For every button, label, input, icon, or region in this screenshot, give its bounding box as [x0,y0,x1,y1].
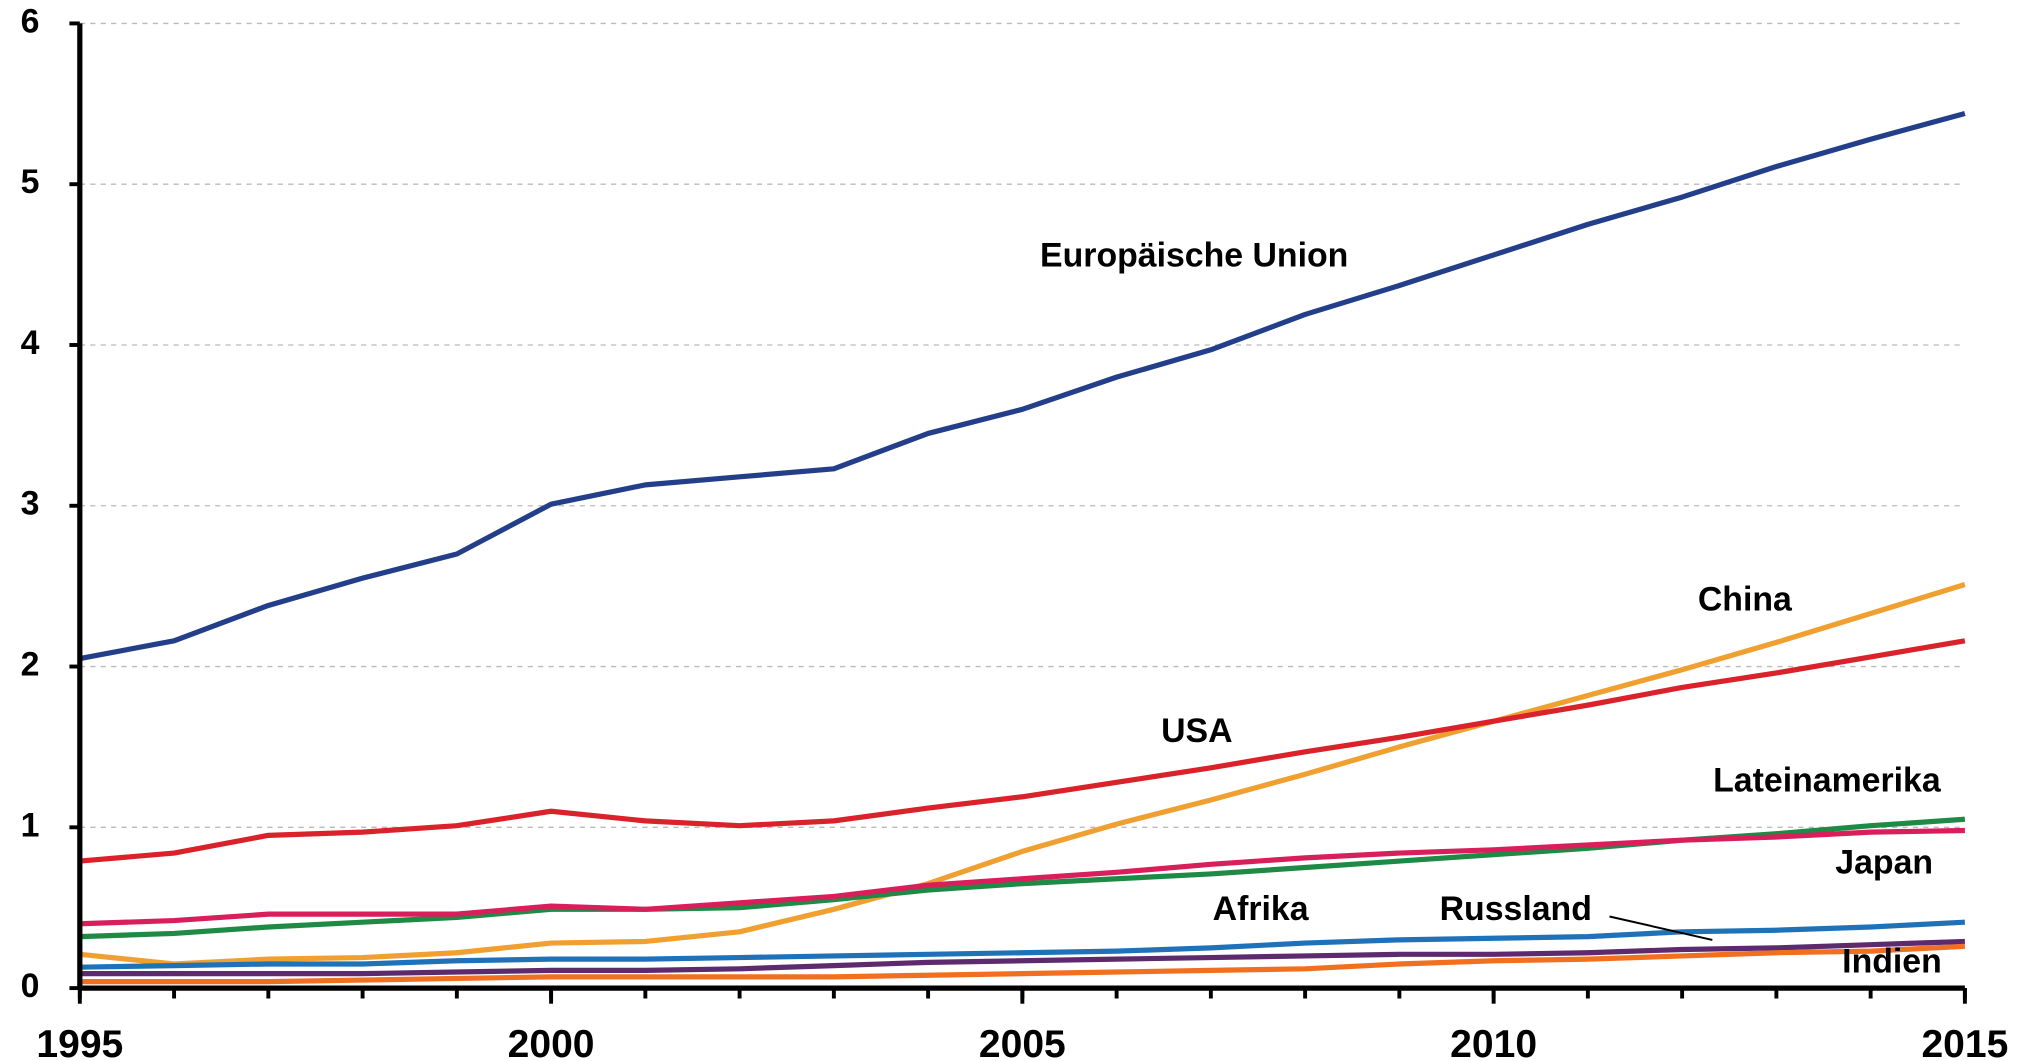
y-tick-label: 1 [21,806,40,844]
y-tick-label: 5 [21,163,40,201]
y-tick-label: 3 [21,485,40,523]
series-label: Europäische Union [1040,237,1348,275]
series-label: Japan [1835,843,1933,881]
series-label: Russland [1440,890,1592,928]
series-line [79,827,1965,927]
x-tick-label: 1995 [36,1023,123,1061]
y-tick-label: 4 [21,324,40,362]
series-label: Indien [1842,942,1942,980]
series-line [79,943,1966,985]
x-tick-label: 2005 [979,1023,1066,1061]
y-tick-label: 0 [21,967,40,1005]
series-label: Afrika [1213,890,1310,928]
x-tick-label: 2010 [1450,1023,1537,1061]
series-label: USA [1161,712,1232,750]
series-label: China [1698,580,1793,618]
series-line [79,638,1966,864]
y-tick-label: 6 [21,2,40,40]
series-line [79,582,1966,967]
x-tick-label: 2000 [508,1023,595,1061]
series-line [79,919,1966,970]
y-tick-label: 2 [21,645,40,683]
leader-line [1609,915,1713,941]
series-line [79,110,1966,662]
series-line [79,938,1965,977]
x-tick-label: 2015 [1921,1023,2008,1061]
series-label: Lateinamerika [1713,761,1942,799]
